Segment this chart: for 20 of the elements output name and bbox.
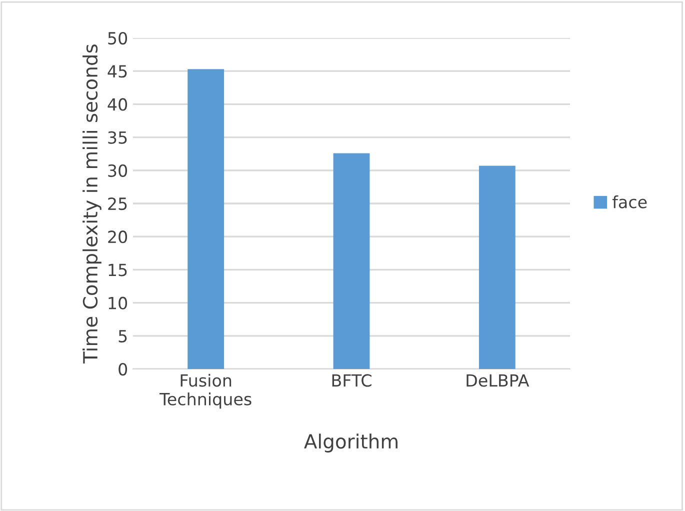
legend-label: face	[612, 195, 647, 208]
x-axis-title: Algorithm	[304, 434, 398, 452]
y-tick-label: 15	[108, 264, 127, 276]
bar	[478, 166, 516, 369]
y-tick-label: 40	[108, 98, 128, 111]
y-tick-label: 20	[108, 230, 128, 244]
y-tick-label: 0	[118, 362, 128, 376]
y-tick-label: 35	[108, 131, 127, 144]
y-tick-label: 10	[108, 296, 128, 310]
y-tick-label: 25	[108, 197, 127, 210]
y-tick-label: 5	[118, 330, 127, 342]
y-axis-title: Time Complexity in milli seconds	[82, 44, 102, 364]
y-tick-label: 45	[108, 65, 127, 78]
x-tick-label: DeLBPA	[466, 374, 530, 387]
x-tick-label: BFTC	[332, 374, 372, 387]
x-tick-label: Fusion Techniques	[159, 374, 252, 409]
bar	[333, 153, 370, 369]
y-tick-label: 50	[108, 32, 128, 45]
y-tick-label: 30	[108, 164, 128, 177]
bar	[188, 69, 224, 369]
